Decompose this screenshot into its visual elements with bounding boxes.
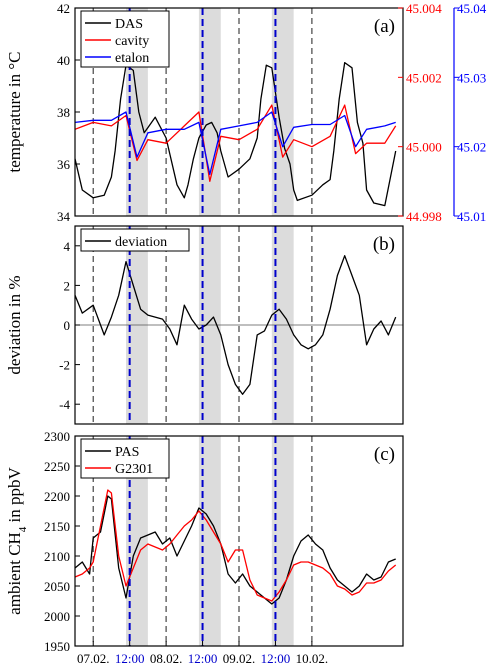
x-tick-label: 08.02. [150, 651, 183, 666]
legend-label-g2301: G2301 [115, 462, 153, 477]
right-tick-label-etalon: 45.01 [457, 209, 486, 224]
right-tick-label-cavity: 45.000 [406, 140, 442, 155]
x-tick-label: 07.02. [77, 651, 110, 666]
right-tick-label-etalon: 45.04 [457, 1, 487, 16]
shaded-region-2 [198, 436, 221, 646]
right-tick-label-cavity: 44.998 [406, 209, 442, 224]
legend-label-das: DAS [115, 17, 143, 32]
y-tick-label: 2100 [44, 549, 70, 564]
panel-a: 34 36 38 40 42 temperature in °C 44.998 45.000 4… [5, 1, 487, 224]
y-tick-label: 2000 [44, 609, 70, 624]
right-tick-label-cavity: 45.002 [406, 70, 442, 85]
legend-label-pas: PAS [115, 445, 139, 460]
shaded-region-1 [126, 436, 148, 646]
y-tick-label: 2150 [44, 519, 70, 534]
y-tick-label: 2 [64, 278, 71, 293]
panel-label: (b) [373, 234, 395, 255]
x-tick-label: 12:00 [188, 651, 218, 666]
panel-label: (a) [374, 16, 395, 37]
y-axis-label: ambient CH4 in ppbV [5, 466, 29, 614]
series-line-deviation [74, 255, 397, 395]
x-tick-label: 12:00 [115, 651, 145, 666]
y-tick-label: 0 [64, 318, 71, 333]
y-tick-label: 42 [57, 1, 70, 16]
y-tick-label: 2050 [44, 579, 70, 594]
series-line-g2301 [74, 489, 397, 602]
shaded-region-3 [271, 8, 294, 216]
y-tick-label: 34 [57, 209, 71, 224]
y-tick-label: 2250 [44, 459, 70, 474]
y-tick-label: 1950 [44, 639, 70, 654]
series-line-pas [74, 495, 396, 605]
x-tick-label: 09.02. [223, 651, 256, 666]
legend-label-etalon: etalon [115, 51, 149, 66]
legend-box [80, 438, 170, 479]
legend-label-deviation: deviation [115, 235, 167, 250]
series-line-das [74, 61, 397, 207]
y-tick-label: 38 [57, 105, 70, 120]
panel-label: (c) [374, 444, 395, 465]
legend-label-cavity: cavity [115, 34, 149, 49]
legend-box [80, 228, 190, 252]
y-tick-label: 2200 [44, 489, 70, 504]
shaded-region-2 [198, 8, 221, 216]
series-line-cavity [74, 104, 397, 182]
y-tick-label: -2 [59, 358, 70, 373]
y-tick-label: 40 [57, 53, 70, 68]
y-tick-label: 36 [57, 157, 71, 172]
x-tick-label: 12:00 [261, 651, 291, 666]
series-line-etalon [74, 111, 396, 176]
right-tick-label-etalon: 45.03 [457, 70, 486, 85]
y-axis-label: temperature in °C [5, 51, 24, 172]
right-tick-label-cavity: 45.004 [406, 1, 442, 16]
y-tick-label: 2300 [44, 429, 70, 444]
panel-c: 1950 2000 2050 2100 2150 2200 2250 2300 ambient … [5, 429, 404, 666]
right-tick-label-etalon: 45.02 [457, 140, 486, 155]
x-tick-label: 10.02. [296, 651, 329, 666]
panel-b: -4 -2 0 2 4 deviation in % (b) deviation [5, 225, 404, 425]
y-tick-label: -4 [59, 397, 70, 412]
y-tick-label: 4 [64, 239, 71, 254]
y-axis-label: deviation in % [5, 275, 24, 374]
